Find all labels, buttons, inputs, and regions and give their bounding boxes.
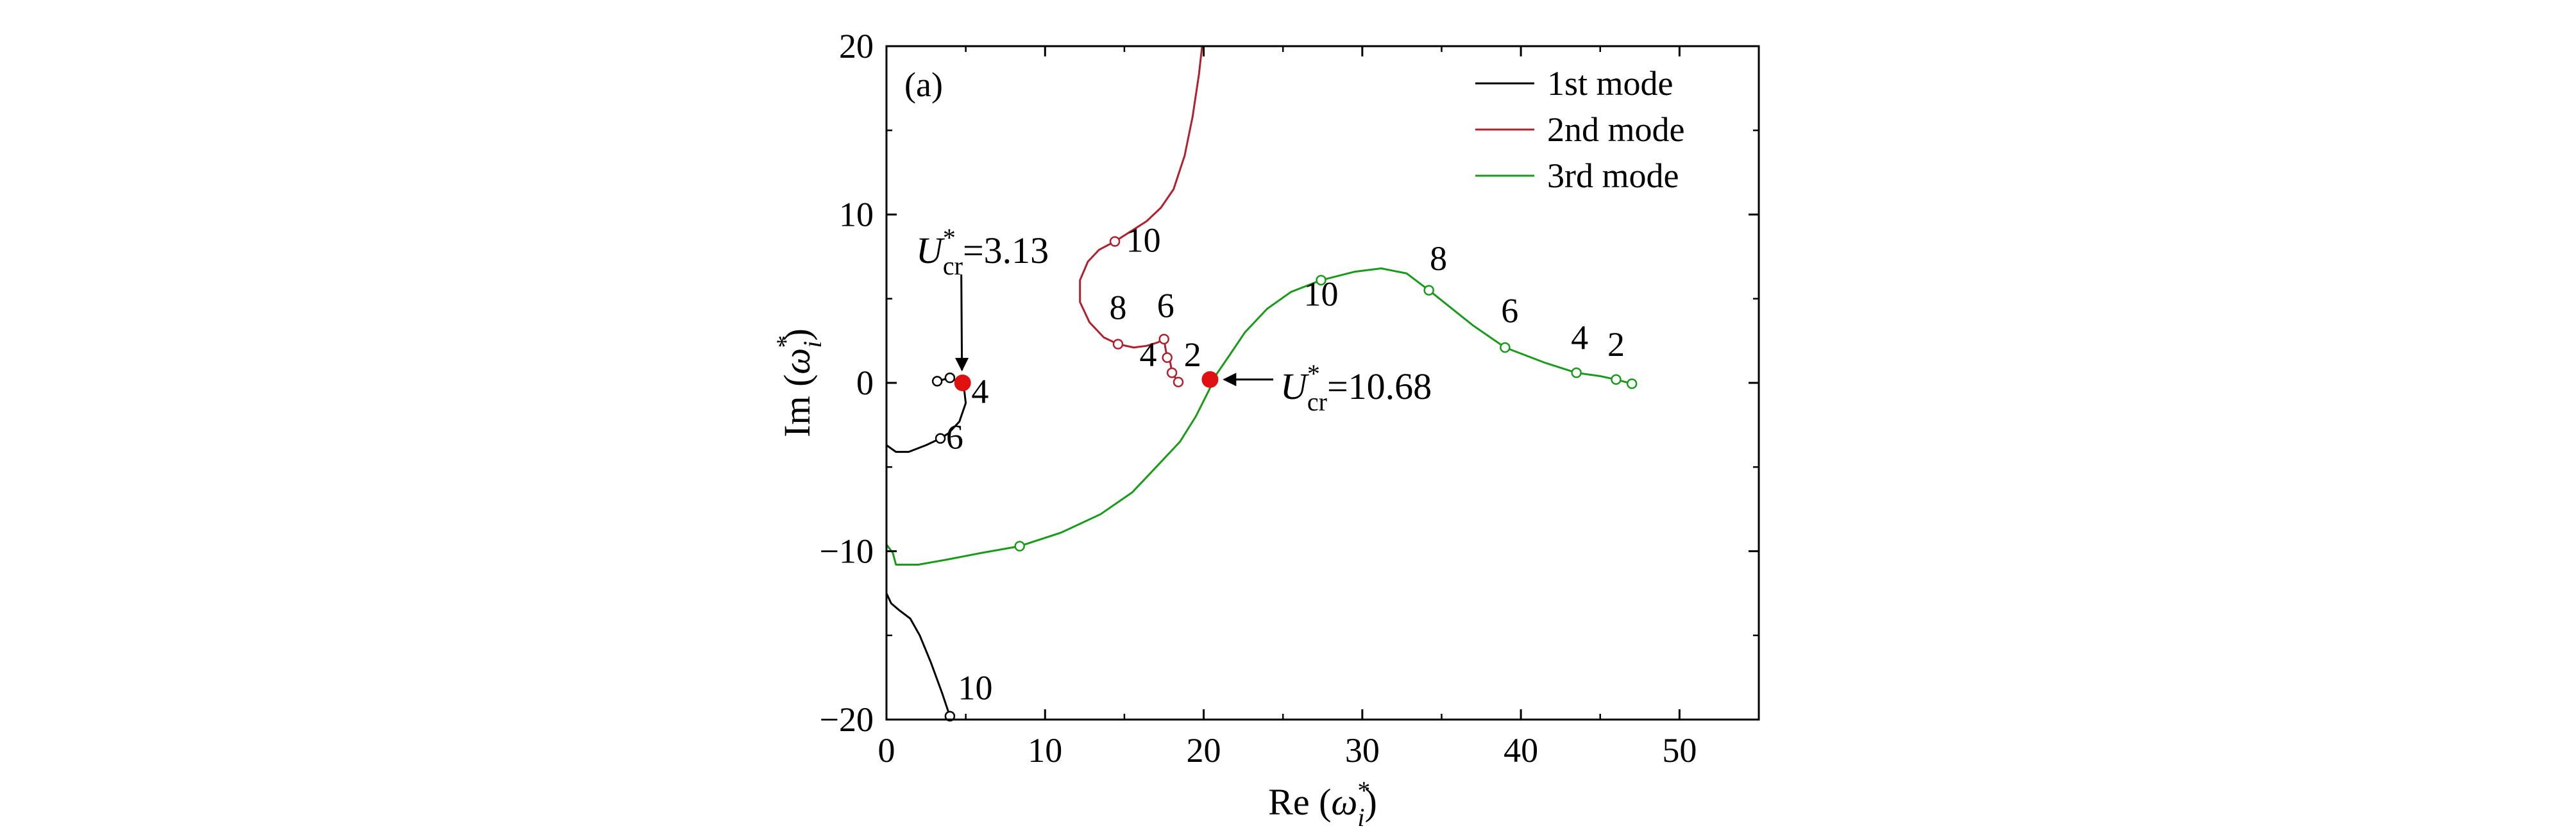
series-marker-3 bbox=[1626, 378, 1638, 389]
point-label: 10 bbox=[958, 669, 992, 707]
point-label: 10 bbox=[1126, 221, 1161, 259]
point-label: 10 bbox=[1304, 274, 1339, 313]
point-label: 4 bbox=[1571, 319, 1588, 357]
y-axis-title-suffix: ) bbox=[776, 328, 818, 341]
point-label: 2 bbox=[1184, 335, 1201, 374]
x-axis-title-prefix: Re ( bbox=[1268, 781, 1331, 823]
y-axis-title-symbol: ω bbox=[776, 348, 818, 375]
y-axis-title-sub: i bbox=[798, 341, 827, 348]
point-label: 6 bbox=[1157, 287, 1174, 325]
critical-point-marker bbox=[954, 375, 971, 391]
y-axis-title-sup: * bbox=[771, 335, 800, 348]
y-axis-title: Im (ω*i) bbox=[771, 328, 827, 437]
x-axis-title-suffix: ) bbox=[1365, 781, 1377, 823]
y-tick-label: 0 bbox=[856, 364, 874, 402]
x-axis-title-symbol: ω bbox=[1331, 781, 1357, 823]
y-tick-label: 10 bbox=[839, 196, 874, 234]
point-label: 8 bbox=[1110, 288, 1127, 326]
critical-label-symbol: U bbox=[916, 230, 945, 271]
series-marker-3 bbox=[1611, 374, 1622, 385]
x-axis-title-sup: * bbox=[1357, 776, 1370, 805]
y-axis-title-prefix: Im ( bbox=[776, 375, 818, 437]
annotations: U* cr=3.13U* cr=10.68 bbox=[916, 223, 1432, 416]
point-label: 4 bbox=[1140, 335, 1157, 374]
series-marker-3 bbox=[1423, 285, 1434, 296]
critical-label-sup: * bbox=[943, 223, 956, 252]
series-marker-1 bbox=[944, 711, 956, 721]
y-tick-label: −10 bbox=[820, 532, 874, 571]
x-tick-label: 50 bbox=[1662, 731, 1697, 770]
critical-label-sub: cr bbox=[943, 251, 963, 280]
series-marker-3 bbox=[1571, 367, 1582, 378]
series-marker-1 bbox=[935, 433, 946, 444]
x-tick-label: 40 bbox=[1504, 731, 1538, 770]
critical-point-label: U* cr=10.68 bbox=[1280, 359, 1432, 416]
series-marker-2 bbox=[1109, 236, 1121, 247]
series-line-1 bbox=[885, 593, 954, 721]
panel-label: (a) bbox=[904, 65, 943, 104]
y-tick-label: 20 bbox=[839, 27, 874, 65]
series-marker-3 bbox=[1014, 541, 1025, 552]
x-tick-label: 30 bbox=[1345, 731, 1380, 770]
series-marker-2 bbox=[1158, 333, 1169, 344]
point-label: 6 bbox=[1501, 292, 1518, 330]
critical-label-sub: cr bbox=[1307, 387, 1327, 416]
point-label: 2 bbox=[1607, 325, 1625, 364]
series-line-3 bbox=[885, 267, 1632, 566]
x-tick-label: 10 bbox=[1028, 731, 1062, 770]
y-axis-title-wrap: Im (ω*i) bbox=[771, 328, 827, 437]
point-label: 4 bbox=[971, 373, 988, 411]
series-marker-2 bbox=[1173, 376, 1184, 387]
series-marker-2 bbox=[1112, 339, 1124, 350]
critical-label-value: =10.68 bbox=[1327, 366, 1432, 407]
legend: 1st mode 2nd mode 3rd mode bbox=[1475, 64, 1684, 195]
point-label: 8 bbox=[1430, 239, 1447, 278]
series-layer bbox=[885, 46, 1638, 721]
series-marker-2 bbox=[1162, 352, 1173, 363]
series-marker-3 bbox=[1500, 342, 1511, 353]
critical-point-marker bbox=[1201, 371, 1219, 388]
legend-entry: 2nd mode bbox=[1547, 110, 1684, 149]
critical-label-symbol: U bbox=[1280, 366, 1310, 407]
legend-entry: 1st mode bbox=[1547, 64, 1674, 103]
series-line-2 bbox=[1079, 46, 1203, 383]
series-marker-1 bbox=[944, 372, 956, 384]
point-label: 6 bbox=[946, 418, 963, 456]
critical-point-label: U* cr=3.13 bbox=[916, 223, 1049, 280]
series-marker-1 bbox=[931, 376, 943, 387]
x-tick-label: 20 bbox=[1187, 731, 1221, 770]
series-marker-3 bbox=[1316, 274, 1326, 286]
critical-label-sup: * bbox=[1307, 359, 1320, 388]
series-marker-2 bbox=[1166, 367, 1178, 378]
x-axis-title: Re (ω* i) bbox=[1268, 776, 1377, 832]
y-tick-label: −20 bbox=[820, 700, 874, 739]
x-tick-label: 0 bbox=[878, 731, 895, 770]
x-axis-title-sub: i bbox=[1357, 803, 1364, 832]
legend-entry: 3rd mode bbox=[1547, 156, 1679, 195]
critical-label-value: =3.13 bbox=[963, 230, 1049, 271]
ticks-layer bbox=[885, 45, 1759, 721]
